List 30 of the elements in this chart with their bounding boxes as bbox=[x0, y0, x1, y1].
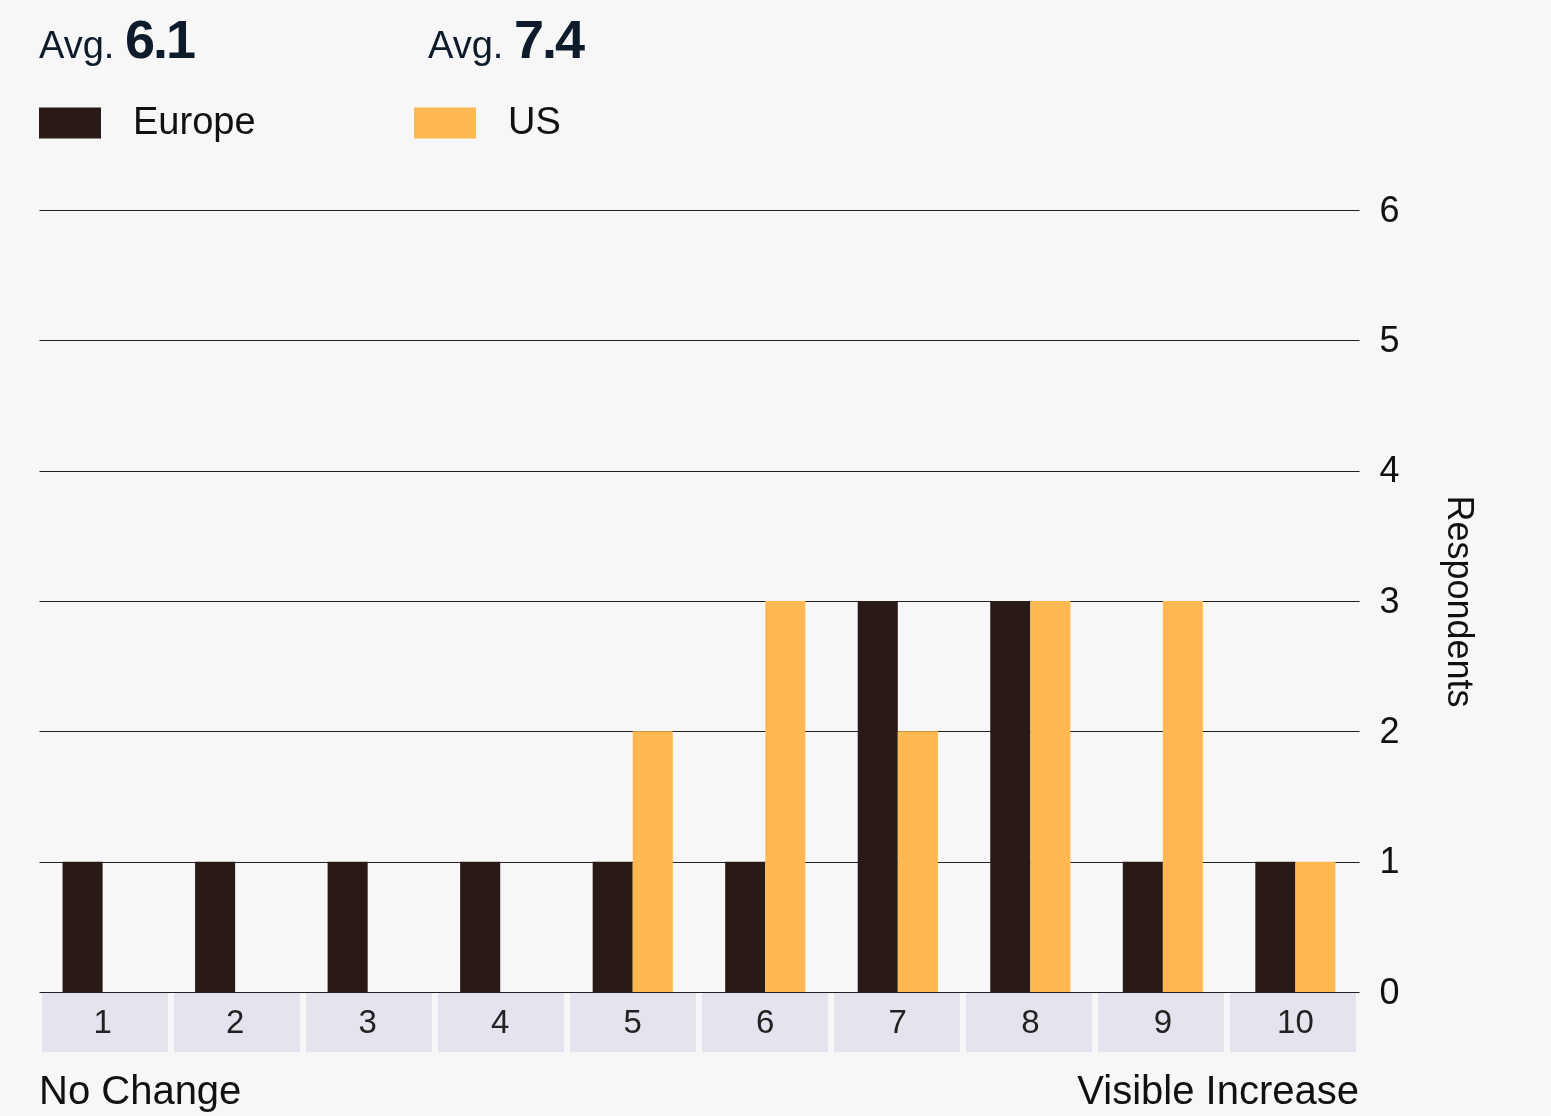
text: Avg. 6.1 bbox=[39, 9, 194, 69]
legend-label: US bbox=[508, 100, 561, 142]
y-tick-label: 2 bbox=[1379, 709, 1400, 751]
y-tick-label: 4 bbox=[1379, 449, 1400, 491]
x-tick-label: 4 bbox=[491, 1002, 510, 1040]
y-axis-title: Respondents bbox=[1439, 495, 1481, 708]
text: Avg. 7.4 bbox=[428, 9, 583, 69]
x-tick-label: 1 bbox=[93, 1002, 112, 1040]
x-tick-label: 8 bbox=[1021, 1002, 1040, 1040]
x-tick-label: 5 bbox=[623, 1002, 642, 1040]
x-tick-label: 3 bbox=[358, 1002, 377, 1040]
legend-label: Europe bbox=[133, 100, 256, 142]
text: Visible Increase bbox=[1077, 1068, 1359, 1113]
bar bbox=[1030, 601, 1071, 992]
y-tick-label: 6 bbox=[1379, 188, 1400, 230]
y-tick-label: 5 bbox=[1379, 318, 1400, 360]
bar bbox=[1162, 601, 1203, 992]
bar bbox=[897, 731, 938, 992]
bar bbox=[1295, 861, 1336, 992]
text: No Change bbox=[39, 1068, 242, 1113]
y-tick-label: 0 bbox=[1379, 970, 1400, 1012]
x-tick-label: 7 bbox=[888, 1002, 907, 1040]
y-tick-label: 1 bbox=[1379, 840, 1400, 882]
bar bbox=[632, 731, 673, 992]
y-tick-label: 3 bbox=[1379, 579, 1400, 621]
x-tick-label: 10 bbox=[1277, 1002, 1314, 1040]
bar bbox=[765, 601, 806, 992]
x-tick-label: 6 bbox=[756, 1002, 775, 1040]
x-tick-label: 2 bbox=[225, 1002, 245, 1040]
x-tick-label: 9 bbox=[1153, 1002, 1173, 1040]
